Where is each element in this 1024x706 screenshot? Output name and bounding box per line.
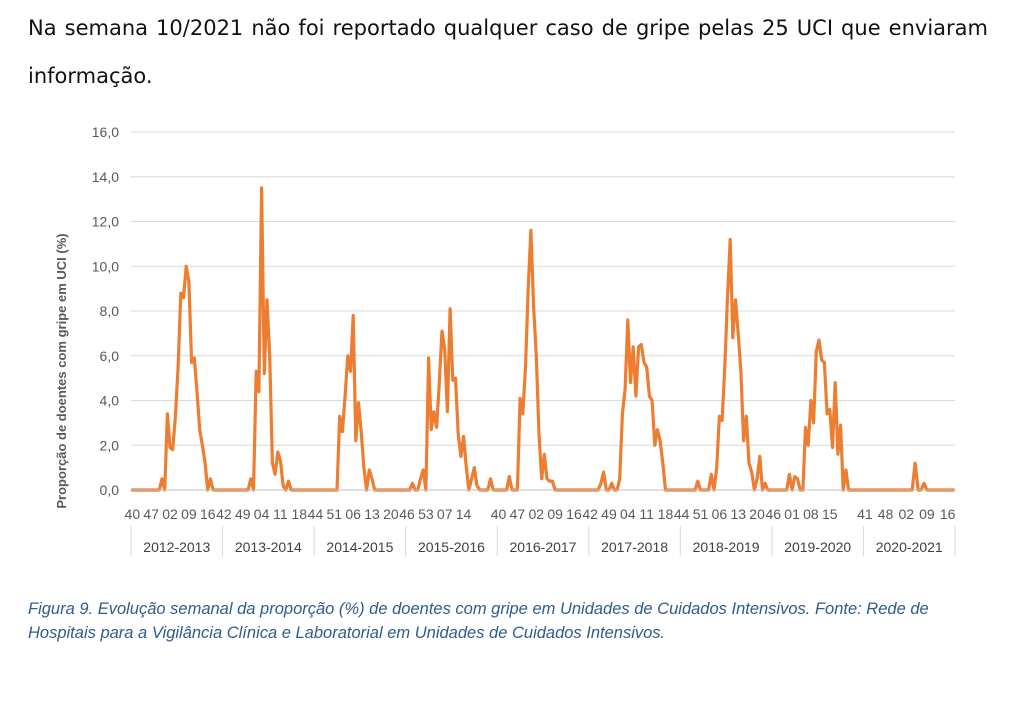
x-tick-label: 02	[898, 506, 914, 522]
x-tick-label: 13	[364, 506, 380, 522]
x-tick-label: 53	[418, 506, 434, 522]
season-label: 2016-2017	[510, 539, 577, 555]
season-label: 2019-2020	[784, 539, 851, 555]
season-label: 2014-2015	[326, 539, 393, 555]
x-tick-label: 20	[749, 506, 765, 522]
intro-text: Na semana 10/2021 não foi reportado qual…	[28, 16, 988, 88]
x-tick-label: 09	[919, 506, 935, 522]
x-tick-label: 44	[308, 506, 324, 522]
x-tick-label: 46	[765, 506, 781, 522]
x-tick-label: 15	[822, 506, 838, 522]
x-tick-label: 04	[620, 506, 636, 522]
season-label: 2018-2019	[693, 539, 760, 555]
y-tick-label: 4,0	[100, 393, 120, 409]
series-layer	[130, 186, 956, 492]
x-tick-label: 02	[162, 506, 178, 522]
x-tick-label: 14	[456, 506, 472, 522]
x-tick-label: 20	[383, 506, 399, 522]
x-tick-label: 16	[940, 506, 956, 522]
x-tick-label: 51	[327, 506, 343, 522]
x-tick-label: 42	[216, 506, 232, 522]
x-tick-label: 48	[878, 506, 894, 522]
season-label: 2012-2013	[143, 539, 210, 555]
figure-caption: Figura 9. Evolução semanal da proporção …	[28, 600, 929, 642]
x-tick-label: 51	[693, 506, 709, 522]
x-tick-label: 18	[658, 506, 674, 522]
x-tick-label: 18	[292, 506, 308, 522]
x-tick-label: 42	[582, 506, 598, 522]
y-tick-label: 6,0	[100, 348, 120, 364]
x-tick-label: 02	[528, 506, 544, 522]
x-tick-label: 13	[730, 506, 746, 522]
x-tick-label: 49	[601, 506, 617, 522]
x-tick-label: 06	[345, 506, 361, 522]
x-tick-label: 11	[273, 506, 288, 522]
x-tick-label: 06	[712, 506, 728, 522]
y-axis-ticks: 0,0 2,0 4,0 6,0 8,0 10,0 12,0 14,0 16,0	[92, 124, 119, 498]
season-label: 2013-2014	[235, 539, 302, 555]
y-axis-label: Proporção de doentes com gripe em UCI (%…	[54, 233, 69, 508]
x-tick-label: 01	[784, 506, 800, 522]
x-tick-label: 09	[181, 506, 197, 522]
x-tick-label: 41	[857, 506, 873, 522]
x-tick-label: 46	[399, 506, 415, 522]
x-tick-label: 49	[235, 506, 251, 522]
y-tick-label: 8,0	[100, 303, 120, 319]
series-line	[130, 186, 956, 492]
y-tick-label: 12,0	[92, 214, 119, 230]
x-tick-label: 11	[639, 506, 654, 522]
x-tick-label: 40	[491, 506, 507, 522]
y-tick-label: 0,0	[100, 482, 120, 498]
season-label: 2017-2018	[601, 539, 668, 555]
season-label: 2015-2016	[418, 539, 485, 555]
y-tick-label: 14,0	[92, 169, 119, 185]
x-tick-label: 07	[437, 506, 453, 522]
x-tick-label: 44	[674, 506, 690, 522]
x-tick-label: 09	[547, 506, 563, 522]
season-label: 2020-2021	[876, 539, 943, 555]
x-tick-label: 16	[200, 506, 216, 522]
y-tick-label: 2,0	[100, 437, 120, 453]
line-chart: 0,0 2,0 4,0 6,0 8,0 10,0 12,0 14,0 16,0 Proporçã…	[54, 124, 956, 556]
x-tick-label: 40	[125, 506, 141, 522]
y-tick-label: 16,0	[92, 124, 119, 140]
x-tick-label: 08	[803, 506, 819, 522]
x-tick-label: 47	[143, 506, 159, 522]
x-tick-label: 47	[510, 506, 526, 522]
x-tick-label: 16	[566, 506, 582, 522]
x-tick-label: 04	[254, 506, 270, 522]
y-tick-label: 10,0	[92, 258, 119, 274]
